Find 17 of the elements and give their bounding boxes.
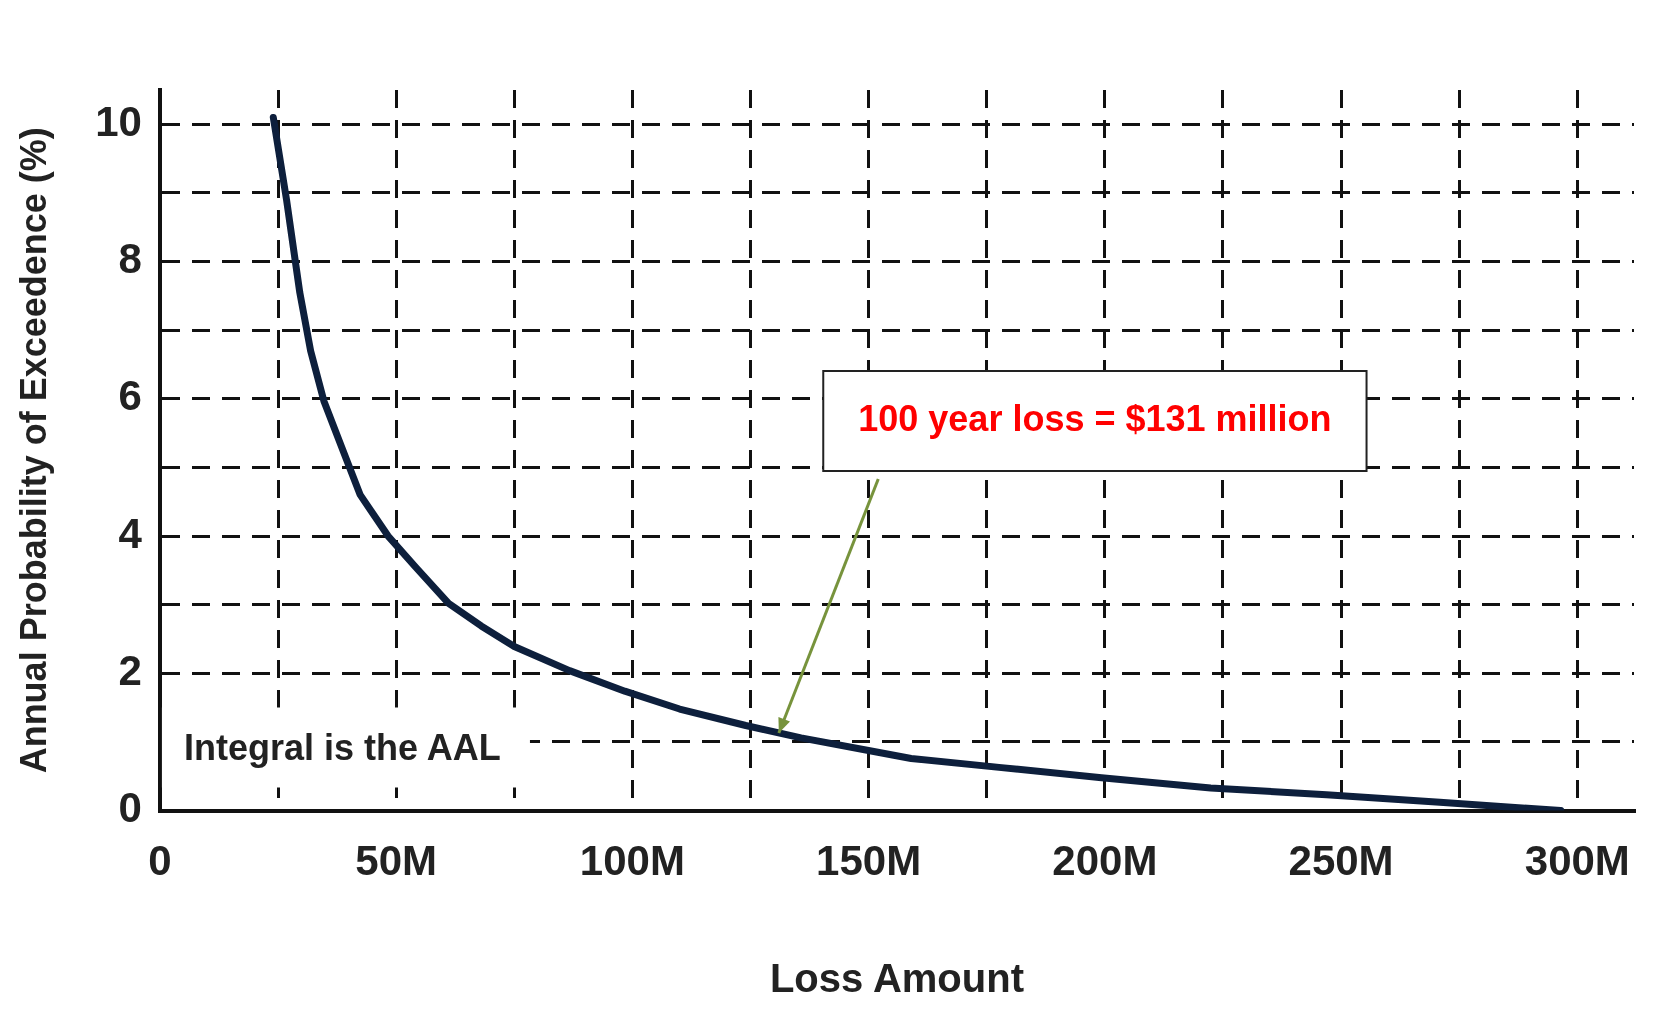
- y-tick-label: 6: [118, 372, 142, 420]
- x-tick-label: 0: [148, 837, 172, 885]
- x-tick-label: 250M: [1288, 837, 1394, 885]
- x-axis-title: Loss Amount: [769, 956, 1024, 1001]
- y-tick-label: 4: [118, 509, 143, 557]
- x-tick-label: 100M: [579, 837, 685, 885]
- x-tick-label: 300M: [1524, 837, 1630, 885]
- x-tick-label: 200M: [1052, 837, 1158, 885]
- y-tick-label: 0: [118, 784, 142, 832]
- annotation: Integral is the AAL: [183, 726, 501, 768]
- y-tick-label: 8: [118, 235, 142, 283]
- y-tick-label: 2: [118, 646, 142, 694]
- x-tick-label: 50M: [355, 837, 437, 885]
- y-axis-title: Annual Probability of Exceedence (%): [12, 127, 54, 774]
- x-tick-label: 150M: [816, 837, 922, 885]
- y-tick-label: 10: [95, 97, 142, 145]
- annotation: 100 year loss = $131 million: [858, 397, 1332, 439]
